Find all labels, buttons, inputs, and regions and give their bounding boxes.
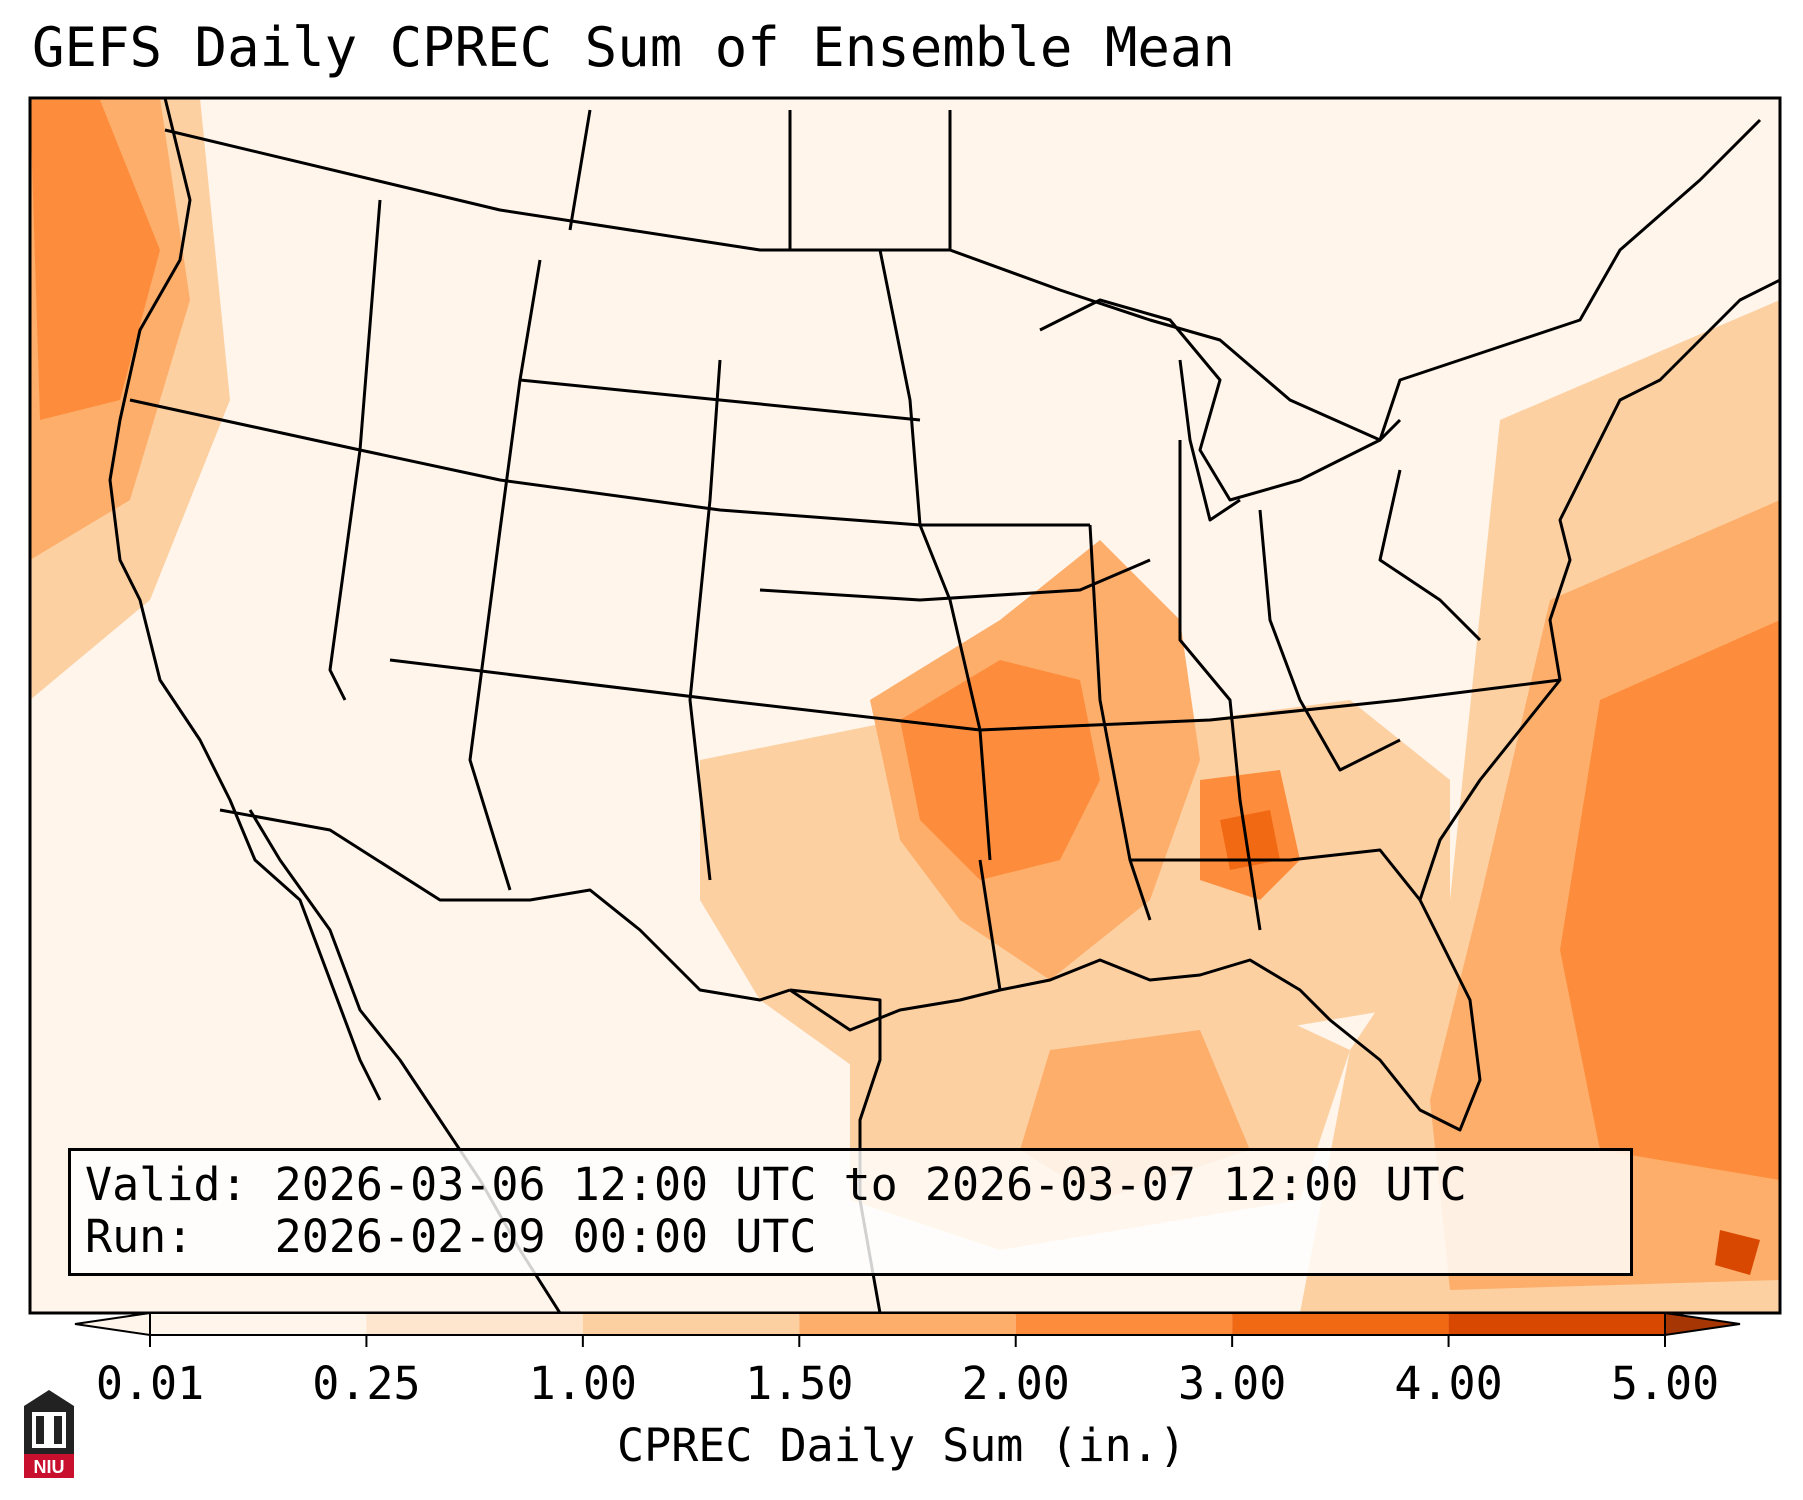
state-line bbox=[568, 109, 592, 231]
colorbar-tick-label: 4.00 bbox=[1394, 1357, 1503, 1410]
colorbar-tick-label: 0.01 bbox=[95, 1357, 205, 1410]
great-lakes bbox=[1178, 359, 1241, 522]
state-line bbox=[1088, 524, 1152, 921]
colorbar-outline bbox=[149, 1312, 1666, 1336]
state-line bbox=[1378, 469, 1482, 642]
state-line bbox=[389, 658, 1561, 732]
gulf-coastline bbox=[789, 899, 1482, 1132]
great-lakes bbox=[1039, 298, 1402, 502]
state-line bbox=[688, 359, 722, 881]
colorbar-segment bbox=[1232, 1313, 1449, 1335]
precip-zone-dark bbox=[900, 660, 1100, 880]
colorbar-tick-label: 0.25 bbox=[312, 1357, 421, 1410]
colorbar-segment bbox=[582, 1313, 800, 1335]
state-line bbox=[878, 249, 992, 861]
state-line bbox=[468, 379, 522, 891]
precip-zone-dark bbox=[1560, 620, 1780, 1180]
valid-time-text: Valid: 2026-03-06 12:00 UTC to 2026-03-0… bbox=[85, 1158, 1467, 1211]
run-time-text: Run: 2026-02-09 00:00 UTC bbox=[85, 1210, 817, 1263]
colorbar-tick-label: 1.50 bbox=[745, 1357, 854, 1410]
colorbar-tick-label: 2.00 bbox=[961, 1357, 1070, 1410]
west-coastline bbox=[108, 98, 382, 1101]
state-line bbox=[328, 449, 362, 701]
colorbar-tick-label: 1.00 bbox=[528, 1357, 638, 1410]
precip-zone-darker bbox=[1715, 1230, 1760, 1275]
logo-text: NIU bbox=[34, 1457, 65, 1477]
state-line bbox=[978, 859, 1002, 991]
colorbar-min-extension bbox=[74, 1311, 151, 1337]
state-line bbox=[1258, 509, 1401, 772]
east-coastline bbox=[1418, 278, 1780, 901]
state-line bbox=[1130, 848, 1422, 901]
state-line bbox=[129, 398, 1090, 527]
colorbar-segment bbox=[150, 1313, 367, 1335]
state-line bbox=[759, 558, 1151, 602]
state-line bbox=[358, 199, 382, 451]
precip-zone-dark bbox=[30, 100, 160, 420]
valid-time-box: Valid: 2026-03-06 12:00 UTC to 2026-03-0… bbox=[68, 1148, 1633, 1276]
colorbar-segment bbox=[1448, 1313, 1665, 1335]
university-tower-icon: NIU bbox=[24, 1390, 74, 1478]
colorbar bbox=[74, 1311, 1741, 1347]
precip-zone-darker bbox=[1220, 810, 1280, 870]
colorbar-label: CPREC Daily Sum (in.) bbox=[617, 1419, 1186, 1472]
canada-border bbox=[164, 118, 1762, 442]
state-line bbox=[518, 259, 921, 422]
colorbar-max-extension bbox=[1664, 1311, 1741, 1337]
map-title: GEFS Daily CPREC Sum of Ensemble Mean bbox=[32, 16, 1235, 79]
colorbar-segment bbox=[366, 1313, 583, 1335]
state-line bbox=[1178, 440, 1262, 931]
mexico-border bbox=[219, 808, 791, 1002]
colorbar-segment bbox=[1015, 1313, 1233, 1335]
colorbar-tick-label: 3.00 bbox=[1177, 1357, 1287, 1410]
colorbar-segment bbox=[799, 1313, 1016, 1335]
colorbar-tick-label: 5.00 bbox=[1610, 1357, 1720, 1410]
